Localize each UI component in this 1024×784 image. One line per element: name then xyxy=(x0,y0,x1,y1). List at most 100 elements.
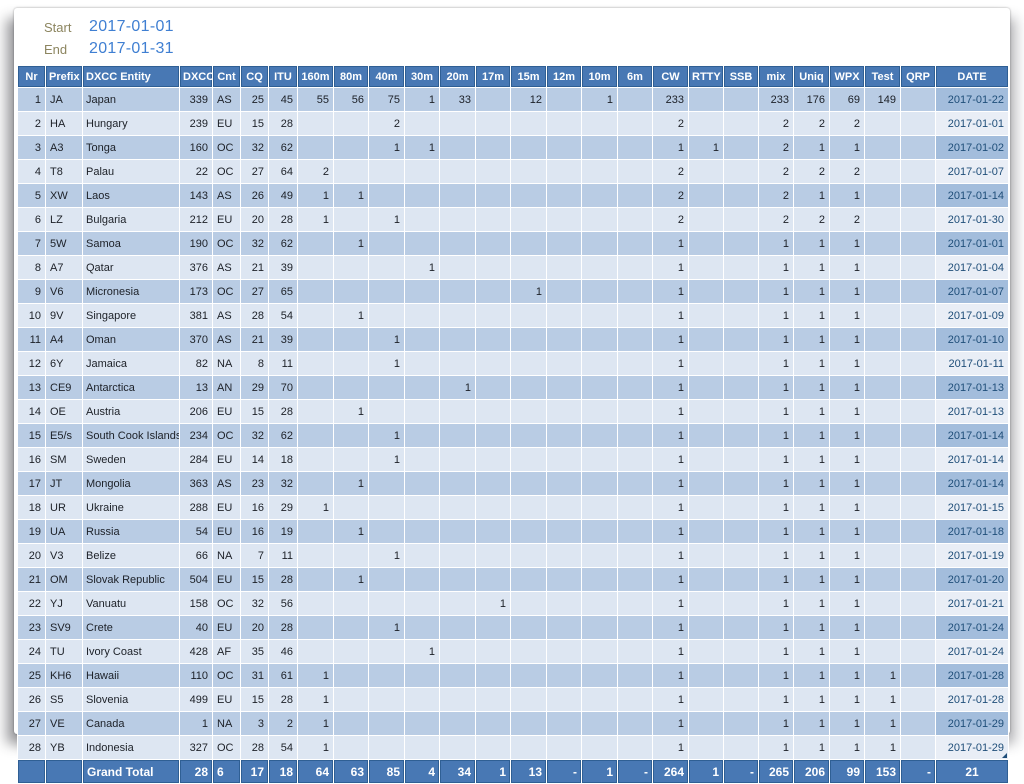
start-date-value[interactable]: 2017-01-01 xyxy=(89,18,174,35)
column-header-cq[interactable]: CQ xyxy=(240,65,269,88)
column-header-prefix[interactable]: Prefix xyxy=(45,65,83,88)
cell-dxcc: 13 xyxy=(179,375,213,400)
cell-10m xyxy=(581,615,618,640)
table-row[interactable]: 22 YJ Vanuatu 158 OC 32 56 1 1 1 1 1 2017-01-21 xyxy=(17,591,1009,616)
column-header-12m[interactable]: 12m xyxy=(546,65,582,88)
cell-80m: 1 xyxy=(333,303,369,328)
cell-40m: 1 xyxy=(368,207,405,232)
cell-cnt: EU xyxy=(212,447,241,472)
cell-80m xyxy=(333,639,369,664)
cell-ssb xyxy=(723,447,759,472)
table-row[interactable]: 6 LZ Bulgaria 212 EU 20 28 1 1 2 2 2 2 2017-01-30 xyxy=(17,207,1009,232)
cell-date: 2017-01-14 xyxy=(935,447,1009,472)
cell-qrp xyxy=(900,567,936,592)
table-row[interactable]: 13 CE9 Antarctica 13 AN 29 70 1 1 1 1 1 2017-01-13 xyxy=(17,375,1009,400)
cell-ssb xyxy=(723,663,759,688)
column-header-30m[interactable]: 30m xyxy=(404,65,440,88)
table-row[interactable]: 21 OM Slovak Republic 504 EU 15 28 1 1 1 1 1 2017-01… xyxy=(17,567,1009,592)
column-header-160m[interactable]: 160m xyxy=(297,65,334,88)
cell-12m xyxy=(546,567,582,592)
cell-prefix: SV9 xyxy=(45,615,83,640)
column-header-mix[interactable]: mix xyxy=(758,65,794,88)
table-row[interactable]: 11 A4 Oman 370 AS 21 39 1 1 1 1 1 2017-01-10 xyxy=(17,327,1009,352)
column-header-itu[interactable]: ITU xyxy=(268,65,298,88)
cell-test xyxy=(864,183,901,208)
table-row[interactable]: 16 SM Sweden 284 EU 14 18 1 1 1 1 1 2017-01-14 xyxy=(17,447,1009,472)
table-row[interactable]: 15 E5/s South Cook Islands 234 OC 32 62 1 1 1 1 1 20… xyxy=(17,423,1009,448)
cell-160m xyxy=(297,519,334,544)
cell-mix: 1 xyxy=(758,231,794,256)
cell-10m xyxy=(581,423,618,448)
cell-20m xyxy=(439,279,476,304)
cell-mix: 233 xyxy=(758,87,794,112)
table-row[interactable]: 17 JT Mongolia 363 AS 23 32 1 1 1 1 1 2017-01-14 xyxy=(17,471,1009,496)
cell-160m xyxy=(297,399,334,424)
cell-dxcc: 82 xyxy=(179,351,213,376)
cell-12m xyxy=(546,159,582,184)
column-header-ssb[interactable]: SSB xyxy=(723,65,759,88)
cell-mix: 1 xyxy=(758,567,794,592)
table-row[interactable]: 24 TU Ivory Coast 428 AF 35 46 1 1 1 1 1 2017-01-24 xyxy=(17,639,1009,664)
cell-entity: Indonesia xyxy=(82,735,180,760)
table-row[interactable]: 2 HA Hungary 239 EU 15 28 2 2 2 2 2 2017-01-01 xyxy=(17,111,1009,136)
column-header-80m[interactable]: 80m xyxy=(333,65,369,88)
cell-rtty xyxy=(688,111,724,136)
cell-itu: 49 xyxy=(268,183,298,208)
cell-wpx: 1 xyxy=(829,423,865,448)
column-header-nr[interactable]: Nr xyxy=(17,65,46,88)
cell-20m xyxy=(439,111,476,136)
column-header-qrp[interactable]: QRP xyxy=(900,65,936,88)
cell-cnt: EU xyxy=(212,615,241,640)
cell-uniq: 2 xyxy=(793,207,830,232)
cell-mix: 1 xyxy=(758,519,794,544)
cell-itu: 2 xyxy=(268,711,298,736)
table-row[interactable]: 8 A7 Qatar 376 AS 21 39 1 1 1 1 1 2017-01-04 xyxy=(17,255,1009,280)
cell-prefix: LZ xyxy=(45,207,83,232)
column-header-20m[interactable]: 20m xyxy=(439,65,476,88)
column-header-6m[interactable]: 6m xyxy=(617,65,653,88)
column-header-dxcc[interactable]: DXCC xyxy=(179,65,213,88)
column-header-15m[interactable]: 15m xyxy=(510,65,547,88)
table-row[interactable]: 1 JA Japan 339 AS 25 45 55 56 75 1 33 12 1 233 233 176 69… xyxy=(17,87,1009,112)
column-header-entity[interactable]: DXCC Entity xyxy=(82,65,180,88)
end-date-value[interactable]: 2017-01-31 xyxy=(89,40,174,57)
column-header-40m[interactable]: 40m xyxy=(368,65,405,88)
table-row[interactable]: 28 YB Indonesia 327 OC 28 54 1 1 1 1 1 1 2017-01-29 xyxy=(17,735,1009,760)
table-row[interactable]: 14 OE Austria 206 EU 15 28 1 1 1 1 1 2017-01-13 xyxy=(17,399,1009,424)
cell-12m xyxy=(546,375,582,400)
table-row[interactable]: 3 A3 Tonga 160 OC 32 62 1 1 1 1 2 1 1 2017-01-02 xyxy=(17,135,1009,160)
column-header-date[interactable]: DATE xyxy=(935,65,1009,88)
table-row[interactable]: 9 V6 Micronesia 173 OC 27 65 1 1 1 1 1 2017-01-07 xyxy=(17,279,1009,304)
table-row[interactable]: 10 9V Singapore 381 AS 28 54 1 1 1 1 1 2017-01-09 xyxy=(17,303,1009,328)
cell-rtty xyxy=(688,663,724,688)
cell-cq: 27 xyxy=(240,159,269,184)
column-header-wpx[interactable]: WPX xyxy=(829,65,865,88)
cell-ssb xyxy=(723,639,759,664)
column-header-uniq[interactable]: Uniq xyxy=(793,65,830,88)
cell-20m xyxy=(439,351,476,376)
column-header-test[interactable]: Test xyxy=(864,65,901,88)
cell-20m xyxy=(439,471,476,496)
cell-dxcc: 239 xyxy=(179,111,213,136)
column-header-rtty[interactable]: RTTY xyxy=(688,65,724,88)
cell-160m xyxy=(297,543,334,568)
table-row[interactable]: 23 SV9 Crete 40 EU 20 28 1 1 1 1 1 2017-01-24 xyxy=(17,615,1009,640)
table-row[interactable]: 4 T8 Palau 22 OC 27 64 2 2 2 2 2 2017-01-07 xyxy=(17,159,1009,184)
report-window: Start 2017-01-01 End 2017-01-31 Nr Prefix… xyxy=(14,8,1010,784)
cell-160m xyxy=(297,423,334,448)
column-header-cnt[interactable]: Cnt xyxy=(212,65,241,88)
table-row[interactable]: 19 UA Russia 54 EU 16 19 1 1 1 1 1 2017-01-18 xyxy=(17,519,1009,544)
table-row[interactable]: 27 VE Canada 1 NA 3 2 1 1 1 1 1 1 2017-01-29 xyxy=(17,711,1009,736)
table-row[interactable]: 18 UR Ukraine 288 EU 16 29 1 1 1 1 1 2017-01-15 xyxy=(17,495,1009,520)
column-header-10m[interactable]: 10m xyxy=(581,65,618,88)
cell-30m xyxy=(404,591,440,616)
table-row[interactable]: 25 KH6 Hawaii 110 OC 31 61 1 1 1 1 1 1 2017-01-28 xyxy=(17,663,1009,688)
table-row[interactable]: 20 V3 Belize 66 NA 7 11 1 1 1 1 1 2017-01-19 xyxy=(17,543,1009,568)
grand-total-160m: 64 xyxy=(297,759,334,784)
table-row[interactable]: 12 6Y Jamaica 82 NA 8 11 1 1 1 1 1 2017-01-11 xyxy=(17,351,1009,376)
column-header-17m[interactable]: 17m xyxy=(475,65,511,88)
table-row[interactable]: 26 S5 Slovenia 499 EU 15 28 1 1 1 1 1 1 2017-01-28 xyxy=(17,687,1009,712)
column-header-cw[interactable]: CW xyxy=(652,65,689,88)
table-row[interactable]: 5 XW Laos 143 AS 26 49 1 1 2 2 1 1 2017-01-14 xyxy=(17,183,1009,208)
table-row[interactable]: 7 5W Samoa 190 OC 32 62 1 1 1 1 1 2017-01-01 xyxy=(17,231,1009,256)
